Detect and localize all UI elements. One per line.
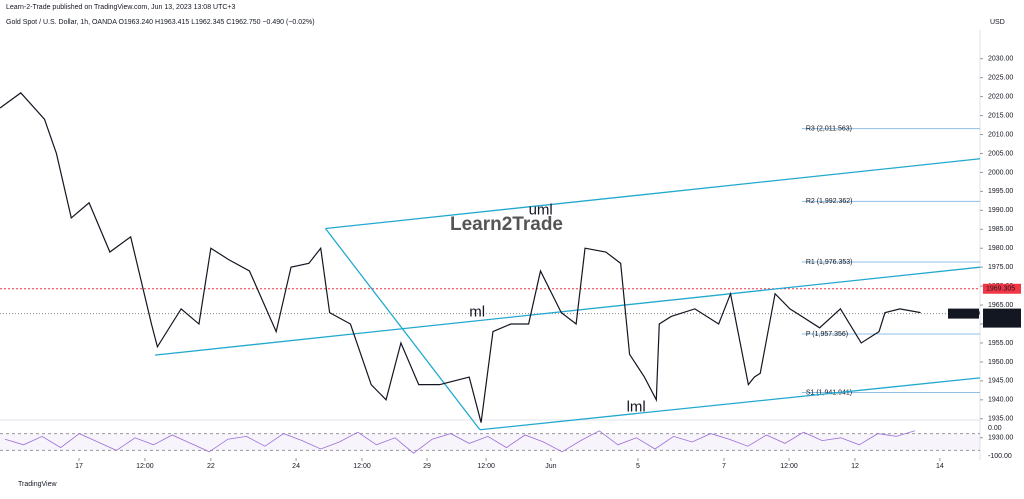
osc-tick-label: 0.00 [988,425,1002,432]
y-tick-label: 2020.00 [988,93,1013,100]
x-tick-label: 12:00 [353,463,371,470]
y-tick-label: 2010.00 [988,131,1013,138]
last-box [983,308,1021,328]
osc-tick-label: -100.00 [988,453,1012,460]
y-tick-label: 2015.00 [988,112,1013,119]
alert-box [983,283,1021,294]
y-tick-label: 1930.00 [988,435,1013,442]
y-tick-label: 2000.00 [988,169,1013,176]
y-tick-label: 1980.00 [988,245,1013,252]
x-tick-label: 12:00 [780,463,798,470]
x-tick-label: 7 [722,463,726,470]
osc-band [0,433,980,451]
y-tick-label: 1935.00 [988,416,1013,423]
last-label: 1962.750 [986,310,1015,317]
trendline [479,377,981,431]
x-tick-label: 22 [207,463,215,470]
countdown: 51:07 [986,319,1004,326]
alert-label: 1969.305 [986,286,1015,293]
x-tick-label: Jun [545,463,556,470]
x-tick-label: 17 [75,463,83,470]
x-tick-label: 12:00 [136,463,154,470]
x-tick-label: 12 [851,463,859,470]
y-tick-label: 1995.00 [988,188,1013,195]
pivot-label: R3 (2,011.563) [806,125,852,132]
watermark: Learn2Trade [450,214,563,235]
y-tick-label: 1945.00 [988,378,1013,385]
y-tick-label: 1940.00 [988,397,1013,404]
published: Learn-2-Trade published on TradingView.c… [6,4,236,11]
x-tick-label: 5 [636,463,640,470]
y-tick-label: 1975.00 [988,264,1013,271]
currency: USD [990,19,1005,26]
y-tick-label: 1955.00 [988,340,1013,347]
x-tick-label: 12:00 [477,463,495,470]
pivot-label: R1 (1,976.353) [806,259,853,266]
y-tick-label: 1985.00 [988,226,1013,233]
pivot-label: P (1,957.356) [806,331,848,338]
trendline [325,158,981,230]
trendline [324,228,481,431]
y-tick-label: 1990.00 [988,207,1013,214]
x-tick-label: 29 [423,463,431,470]
trendline-label: lml [627,398,646,415]
x-tick-label: 14 [936,463,944,470]
y-tick-label: 2005.00 [988,150,1013,157]
footer-logo: TradingView [18,481,57,488]
y-tick-label: 1965.00 [988,302,1013,309]
trendline-label: ml [469,304,485,321]
oscillator-line [4,430,916,454]
pivot-label: R2 (1,992.362) [806,198,853,205]
trendline-label: uml [529,201,553,218]
y-tick-label: 2030.00 [988,56,1013,63]
trendline [154,266,981,356]
symbol-info: Gold Spot / U.S. Dollar, 1h, OANDA O1963… [6,19,315,26]
x-tick-label: 24 [292,463,300,470]
symbol-label: XAUUSD [951,310,980,317]
y-tick-label: 1950.00 [988,359,1013,366]
symbol-box [948,308,979,319]
pivot-label: S1 (1,941.941) [806,389,852,396]
y-tick-label: 2025.00 [988,75,1013,82]
price-line [0,92,921,423]
